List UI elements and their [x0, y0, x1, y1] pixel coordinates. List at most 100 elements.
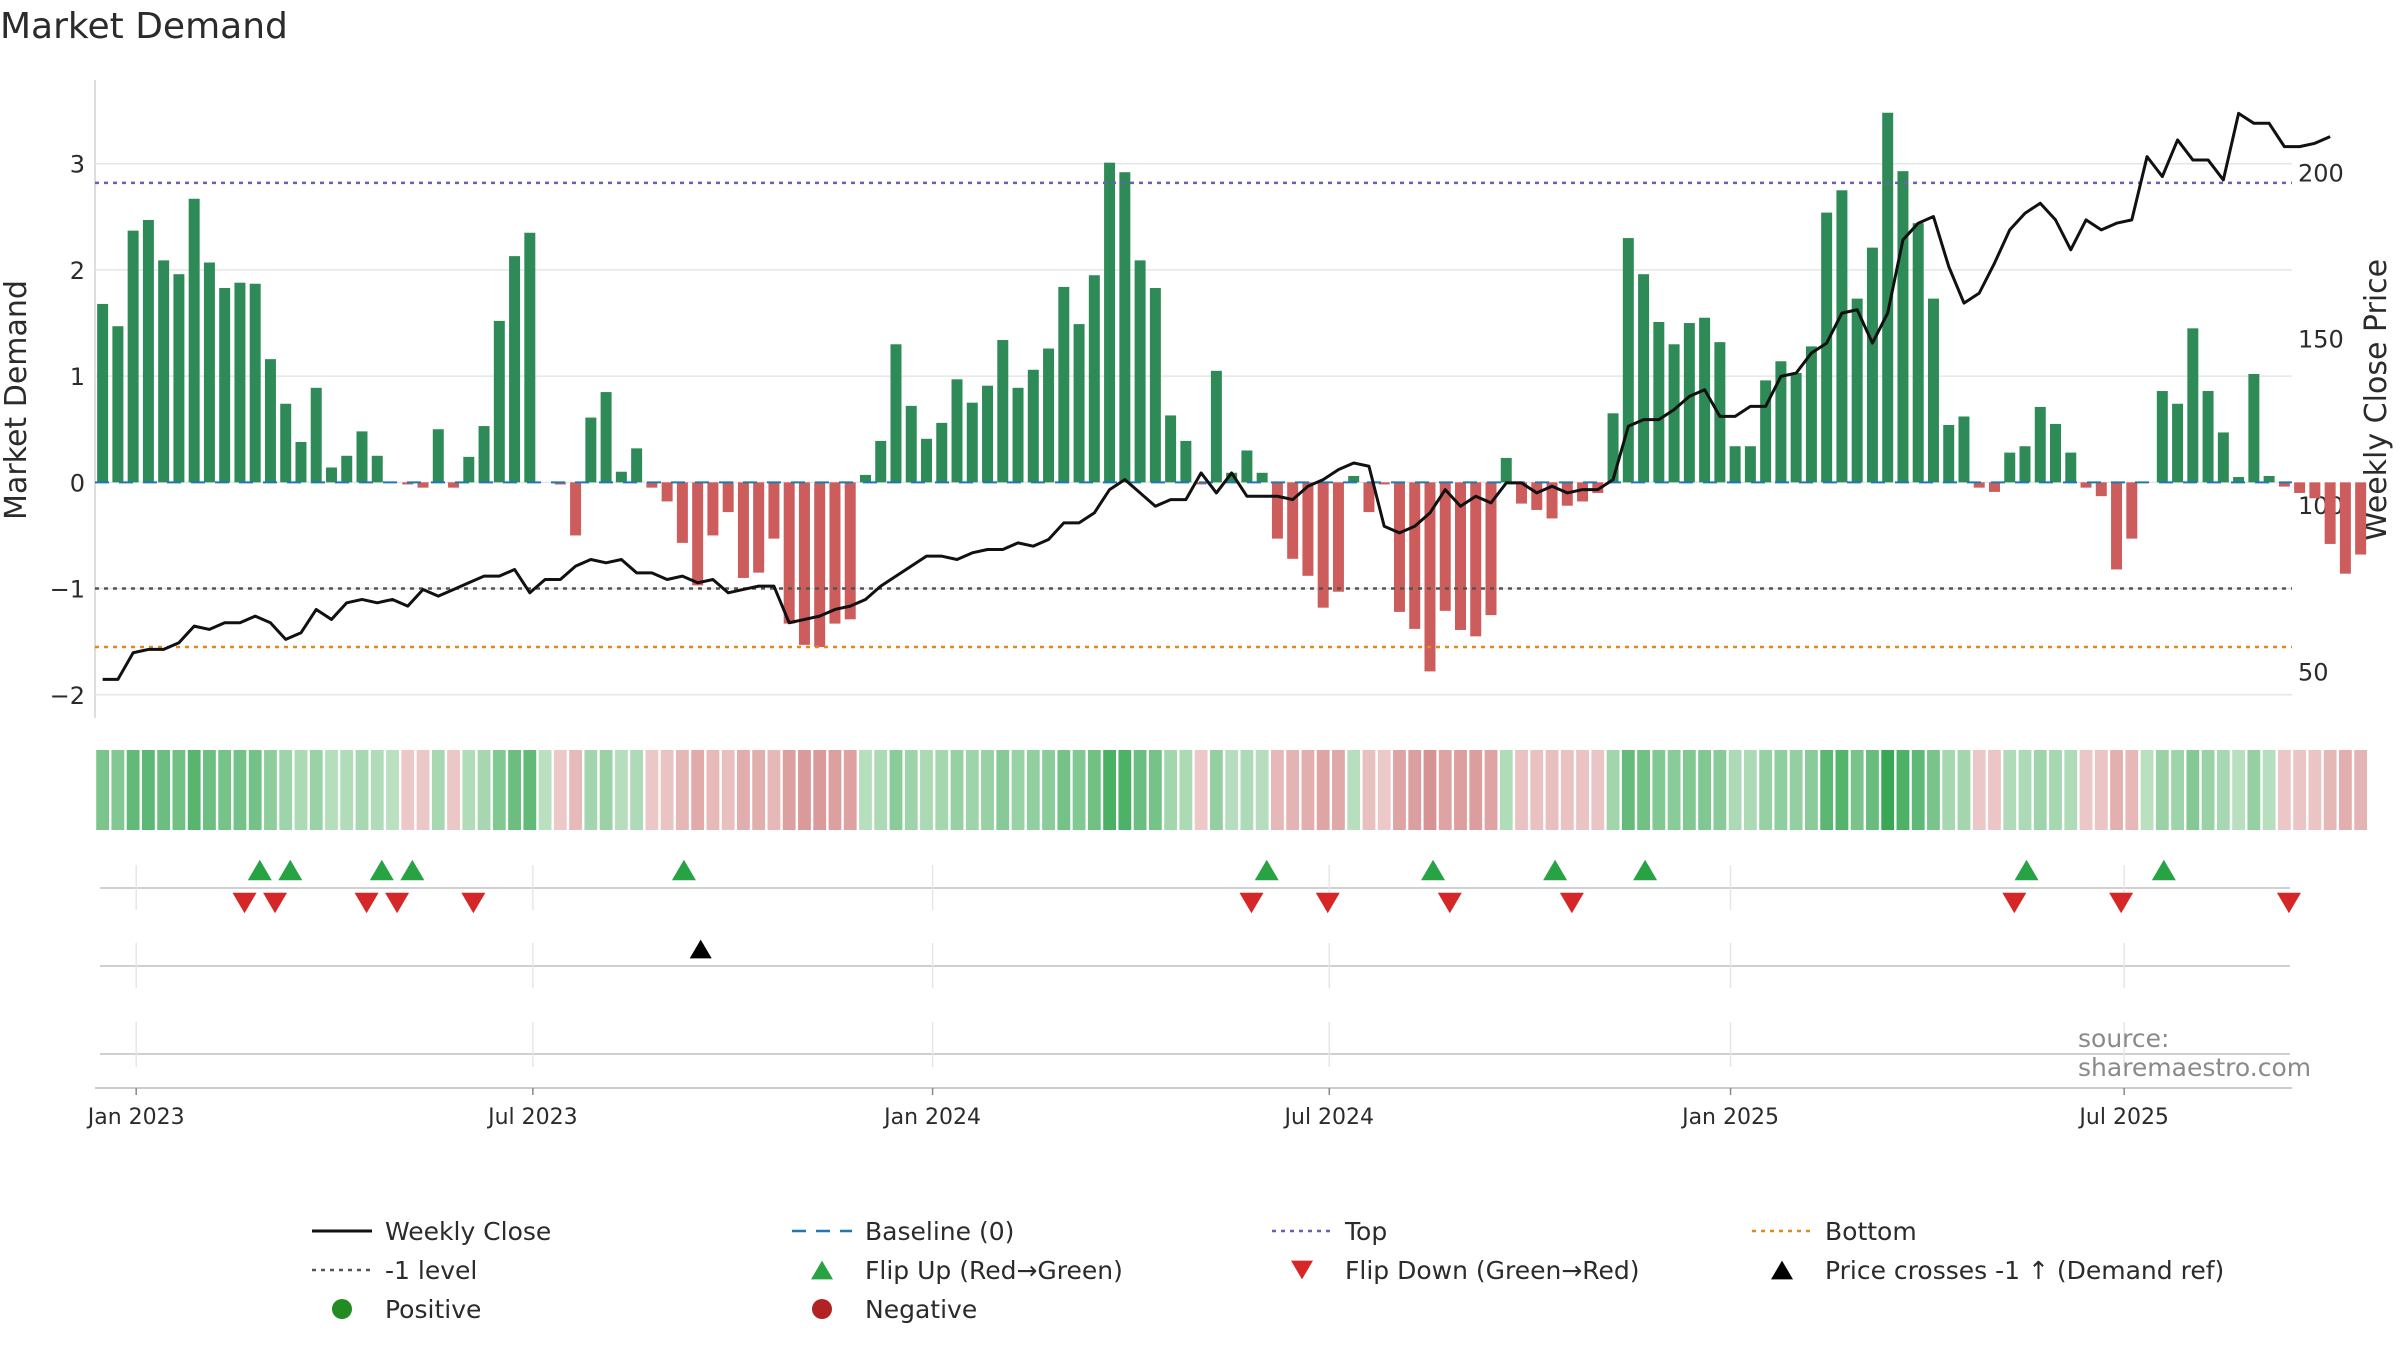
demand-heat-cell [431, 750, 445, 830]
demand-heat-cell [599, 750, 613, 830]
demand-bar [1470, 482, 1482, 637]
demand-bar [402, 482, 414, 485]
demand-heat-cell [1927, 750, 1940, 830]
demand-heat-cell [401, 750, 415, 830]
demand-bar [1027, 369, 1039, 483]
demand-bar [676, 482, 688, 543]
demand-bar [2111, 482, 2123, 570]
demand-heat-cell [1286, 750, 1300, 830]
demand-heat-cell [2064, 750, 2078, 830]
legend-label: Top [1344, 1217, 1387, 1246]
demand-heat-cell [447, 750, 460, 830]
flip-down-marker [461, 892, 486, 914]
chart-title: Market Demand [0, 6, 288, 47]
demand-heat-cell [2277, 750, 2291, 830]
demand-bar [844, 482, 856, 620]
demand-heat-cell [1881, 750, 1895, 830]
demand-heat-cell [828, 750, 842, 830]
demand-bar [1088, 275, 1100, 483]
demand-heat-cell [1774, 750, 1788, 830]
demand-heat-cell [996, 750, 1010, 830]
demand-bar [1714, 342, 1726, 483]
demand-bar [1317, 482, 1329, 608]
demand-heat-cell [813, 750, 827, 830]
flip-up-marker [247, 859, 272, 881]
demand-bar [2095, 482, 2107, 497]
demand-bar [1195, 482, 1207, 485]
demand-heat-cell [782, 750, 796, 830]
demand-bar [1149, 287, 1161, 483]
demand-heat-cell [1957, 750, 1971, 830]
demand-bar [1546, 482, 1558, 519]
demand-heat-cell [1484, 750, 1498, 830]
demand-bar [798, 482, 810, 645]
demand-heat-cell [1408, 750, 1422, 830]
demand-heat-cell [2186, 750, 2200, 830]
demand-bar [966, 402, 978, 483]
y-tick-label: 2 [70, 257, 85, 285]
demand-heat-cell [1560, 750, 1574, 830]
demand-bar [1912, 223, 1924, 483]
demand-bar [432, 429, 444, 483]
demand-bar [982, 385, 994, 483]
demand-heat-cell [1393, 750, 1406, 830]
demand-heat-cell [675, 750, 689, 830]
demand-heat-cell [904, 750, 918, 830]
demand-heat-cell [2216, 750, 2230, 830]
demand-bar [1866, 247, 1878, 483]
demand-heat-cell [1438, 750, 1452, 830]
demand-heat-cell [492, 750, 506, 830]
demand-bar [1500, 457, 1512, 483]
x-tick-label: Jul 2024 [1283, 1105, 1375, 1130]
flip-down-marker [232, 892, 257, 914]
demand-bar [646, 482, 658, 488]
demand-bar [325, 467, 337, 483]
flip-up-marker [1633, 859, 1658, 881]
y2-tick-label: 100 [2298, 492, 2344, 520]
demand-heat-cell [1515, 750, 1528, 830]
legend-swatch-price-cross [1771, 1260, 1793, 1280]
flip-down-marker [385, 892, 410, 914]
demand-bar [1897, 171, 1909, 483]
demand-heat-cell [2094, 750, 2108, 830]
demand-heat-cell [752, 750, 766, 830]
flip-down-marker [1315, 892, 1340, 914]
demand-heat-cell [1866, 750, 1879, 830]
demand-bar [692, 482, 704, 586]
demand-bar [1455, 482, 1466, 630]
demand-bar [524, 232, 536, 483]
demand-bar [1958, 416, 1970, 483]
flip-down-marker [2276, 892, 2301, 914]
demand-bar [768, 482, 780, 539]
demand-heat-cell [1988, 750, 2001, 830]
demand-heat-cell [2308, 750, 2322, 830]
demand-bar [707, 482, 719, 536]
demand-heat-cell [1347, 750, 1361, 830]
demand-bar [1744, 446, 1756, 483]
demand-bar [1927, 298, 1939, 483]
demand-heat-cell [1148, 750, 1162, 830]
demand-bar [1851, 298, 1863, 483]
demand-heat-cell [874, 750, 888, 830]
demand-heat-cell [569, 750, 583, 830]
demand-heat-cell [203, 750, 216, 830]
demand-bar [753, 482, 765, 573]
demand-heat-cell [126, 750, 140, 830]
demand-bar [1989, 482, 2000, 492]
demand-heat-cell [538, 750, 552, 830]
demand-heat-cell [264, 750, 277, 830]
demand-bar [554, 482, 566, 485]
demand-bar [2080, 482, 2092, 488]
demand-bar [1348, 475, 1360, 483]
y-axis-title: Market Demand [0, 280, 34, 520]
demand-heat-cell [553, 750, 567, 830]
demand-heat-cell [843, 750, 857, 830]
flip-up-marker [369, 859, 394, 881]
demand-heat-cell [1087, 750, 1101, 830]
demand-bar [97, 303, 109, 483]
demand-heat-cell [584, 750, 598, 830]
demand-heat-cell [1728, 750, 1742, 830]
demand-heat-cell [416, 750, 430, 830]
demand-heat-cell [1209, 750, 1223, 830]
